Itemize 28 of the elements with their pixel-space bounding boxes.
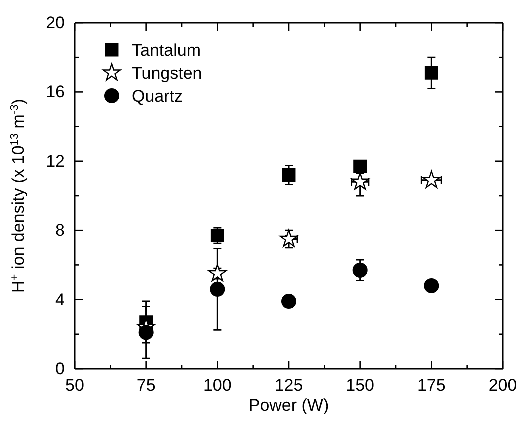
y-tick-label: 16 (46, 82, 65, 102)
x-tick-label: 50 (66, 376, 84, 396)
point (208, 264, 227, 282)
x-tick-label: 100 (203, 376, 232, 396)
x-tick-label: 125 (274, 376, 304, 396)
point (424, 66, 438, 80)
x-tick-label: 150 (346, 376, 375, 396)
point (352, 262, 368, 278)
x-axis-title: Power (W) (248, 396, 330, 415)
legend-label: Tungsten (132, 64, 202, 83)
point (281, 294, 297, 310)
point (280, 230, 298, 248)
x-tick-label: 75 (136, 376, 156, 396)
point (351, 172, 370, 190)
y-tick-label: 8 (56, 221, 65, 240)
point (210, 282, 226, 297)
x-tick-label: 175 (417, 376, 446, 396)
y-tick-label: 12 (46, 152, 65, 171)
point (282, 168, 296, 182)
x-tick-label: 200 (488, 376, 518, 396)
y-tick-label: 4 (56, 290, 65, 310)
point (422, 170, 441, 188)
y-tick-label: 20 (46, 13, 65, 32)
point (354, 160, 368, 174)
legend-label: Tantalum (132, 41, 201, 60)
y-tick-label: 0 (56, 359, 65, 378)
legend-label: Quartz (132, 87, 184, 106)
point (424, 278, 440, 294)
